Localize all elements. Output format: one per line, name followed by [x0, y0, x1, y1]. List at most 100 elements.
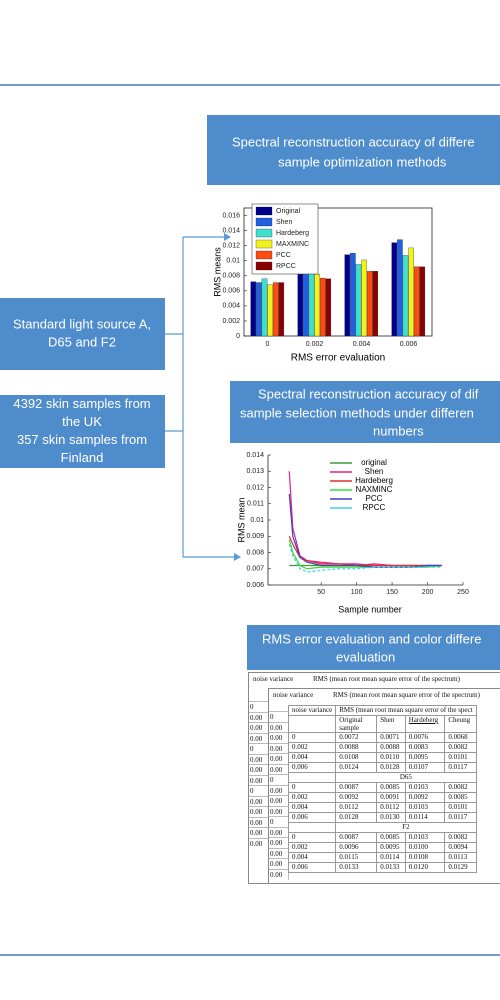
bar: [397, 239, 403, 337]
table-column-header: Original sample: [335, 715, 378, 733]
y-tick-label: 0.01: [250, 517, 264, 524]
panel-header-text: evaluation: [336, 649, 395, 664]
legend-label: Shen: [276, 219, 292, 226]
table-cell: 0.00: [249, 711, 269, 723]
table-cell: 0.0101: [444, 752, 477, 763]
table-cell: 0.0094: [444, 842, 477, 853]
input-box-text: the UK: [62, 414, 102, 429]
table-cell: 0.0103: [404, 832, 446, 843]
table-cell: 0.00: [269, 742, 289, 754]
table-column-header: Hardeberg: [404, 715, 446, 733]
table-cell: 0.004: [287, 752, 337, 763]
table-cell: 0.0129: [444, 862, 477, 873]
table-header-cell: noise variance: [253, 675, 294, 683]
bar: [308, 273, 315, 337]
y-tick-label: 0.006: [222, 288, 240, 295]
table-cell: 0.0120: [404, 862, 446, 873]
table-row: 0.004 0.0108 0.0110 0.0095 0.0101: [287, 752, 477, 763]
table-row: noise variance RMS (mean root mean square…: [287, 705, 477, 716]
table-cell: 0.00: [249, 753, 269, 765]
table-cell: 0.0128: [335, 812, 378, 823]
table-row: 0.006 0.0124 0.0128 0.0107 0.0117: [287, 762, 477, 773]
table-group-label: F2: [335, 822, 477, 833]
legend-label: PCC: [366, 494, 383, 503]
table-cell: 0.00: [269, 753, 289, 764]
data-table: noise variance RMS (mean root mean square…: [287, 705, 477, 873]
y-tick-label: 0.016: [222, 212, 240, 219]
table-cell: 0.004: [287, 802, 337, 813]
input-box: [0, 298, 165, 370]
table-cell: 0.0108: [404, 852, 446, 863]
table-cell: 0.0085: [376, 782, 406, 793]
table-cell: 0.0100: [404, 842, 446, 853]
table-cell: 0.0085: [376, 832, 406, 843]
table-cell: 0.002: [287, 842, 337, 853]
panel-header-text: sample optimization methods: [278, 154, 447, 169]
table-cell: 0.00: [249, 764, 269, 775]
table-cell: 0.002: [287, 742, 337, 753]
legend-label: MAXMINC: [276, 241, 309, 248]
input-box-text: Finland: [61, 450, 104, 465]
bar: [319, 277, 326, 337]
panel-header-text: Spectral reconstruction accuracy of diff…: [232, 134, 475, 149]
table-row: 0.002 0.0096 0.0095 0.0100 0.0094: [287, 842, 477, 853]
bar: [355, 264, 362, 337]
x-tick-label: 0.004: [353, 341, 371, 348]
table-header-cell: noise variance: [273, 691, 314, 699]
input-box: [0, 395, 165, 468]
table-cell: 0.0096: [335, 842, 378, 853]
table-row: 0.004 0.0112 0.0112 0.0103 0.0101: [287, 802, 477, 813]
panel-header-text: RMS error evaluation and color differe: [262, 631, 481, 646]
table-cell: 0.0082: [444, 832, 477, 843]
table-cell: 0.0087: [335, 782, 378, 793]
table-cell: 0.00: [269, 858, 289, 869]
y-tick-label: 0.011: [247, 501, 264, 508]
x-tick-label: 250: [457, 589, 469, 596]
y-axis-label: RMS means: [212, 247, 222, 297]
bar: [350, 253, 356, 337]
table-cell: 0.0107: [404, 762, 446, 773]
table-cell: 0.00: [249, 827, 269, 838]
table-cell: 0.0095: [376, 842, 406, 853]
table-row: D65: [287, 772, 477, 783]
table-cell: [287, 772, 337, 783]
table-cell: 0: [287, 732, 337, 743]
panel-header: [247, 625, 500, 670]
y-axis-label: RMS mean: [236, 497, 246, 542]
x-tick-label: 200: [422, 589, 434, 596]
table-cell: 0.0112: [376, 802, 406, 813]
table-cell: 0.006: [287, 812, 337, 823]
legend-label: Shen: [365, 467, 384, 476]
table-cell: 0.00: [249, 795, 269, 807]
y-tick-label: 0.014: [246, 452, 264, 459]
legend-label: RPCC: [276, 263, 296, 270]
input-box-text: Standard light source A,: [13, 316, 151, 331]
series-line: [288, 544, 442, 573]
table-header-cell: noise variance: [287, 705, 337, 716]
table-cell: 0.00: [269, 784, 289, 796]
table-header-cell: RMS (mean root mean square error of the …: [333, 691, 480, 699]
table-cell: 0.0103: [404, 802, 446, 813]
x-axis-label: RMS error evaluation: [291, 353, 385, 364]
bar: [278, 282, 285, 337]
legend-label: NAXMINC: [356, 485, 393, 494]
input-box-text: 4392 skin samples from: [13, 396, 150, 411]
table-cell: 0.006: [287, 862, 337, 873]
table-cell: 0.0087: [335, 832, 378, 843]
table-cell: 0.0085: [444, 792, 477, 803]
table-cell: 0.0108: [335, 752, 378, 763]
arrow-head: [234, 553, 241, 561]
bar: [297, 269, 304, 337]
table-cell: 0.0092: [404, 792, 446, 803]
legend-label: Original: [276, 208, 301, 215]
table-cell: 0.00: [249, 806, 269, 817]
bar: [272, 282, 279, 337]
table-cell: 0.00: [249, 837, 269, 849]
table-cell: 0.0112: [335, 802, 378, 813]
panel-header: [207, 115, 500, 185]
table-cell: [287, 715, 337, 733]
table-cell: 0.00: [269, 837, 289, 848]
y-tick-label: 0.009: [246, 533, 264, 540]
table-cell: 0.0110: [376, 752, 406, 763]
